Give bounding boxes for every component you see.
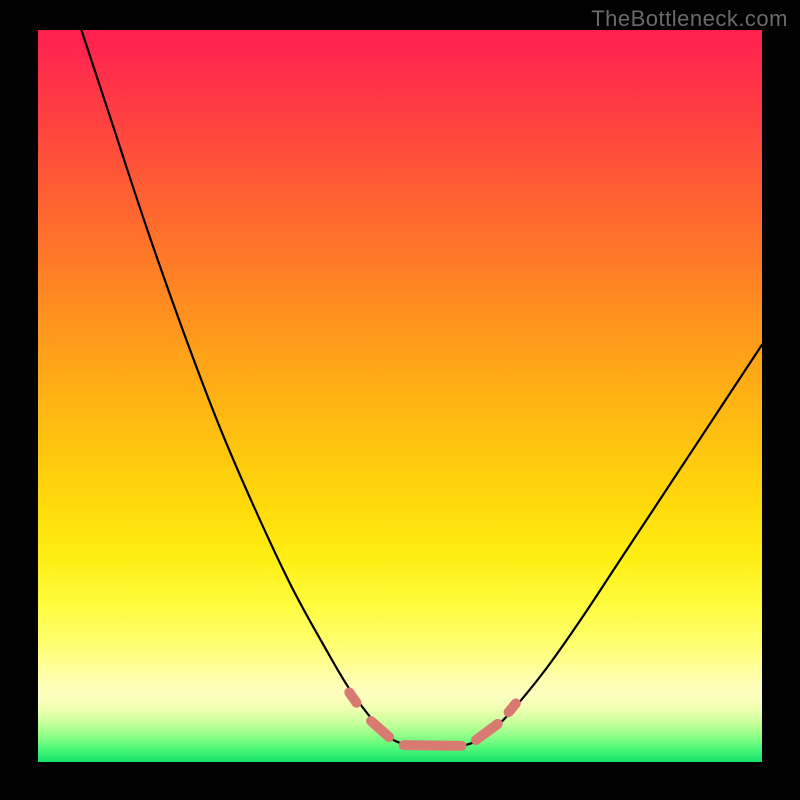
plot-area: [38, 30, 762, 762]
bottleneck-chart-svg: [38, 30, 762, 762]
marker-segment: [509, 703, 516, 712]
marker-segment: [404, 745, 462, 746]
chart-frame: TheBottleneck.com: [0, 0, 800, 800]
chart-background: [38, 30, 762, 762]
marker-segment: [349, 692, 356, 702]
watermark-text: TheBottleneck.com: [591, 6, 788, 32]
